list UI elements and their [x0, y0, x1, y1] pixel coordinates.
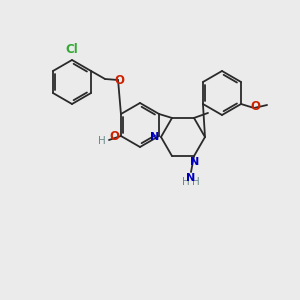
Text: O: O: [109, 130, 119, 143]
Text: H: H: [98, 136, 106, 146]
Text: N: N: [186, 173, 196, 183]
Text: O: O: [250, 100, 260, 113]
Text: N: N: [190, 157, 200, 167]
Text: H: H: [182, 177, 190, 187]
Text: Cl: Cl: [66, 43, 78, 56]
Text: H: H: [192, 177, 200, 187]
Text: O: O: [114, 74, 124, 88]
Text: N: N: [150, 132, 159, 142]
